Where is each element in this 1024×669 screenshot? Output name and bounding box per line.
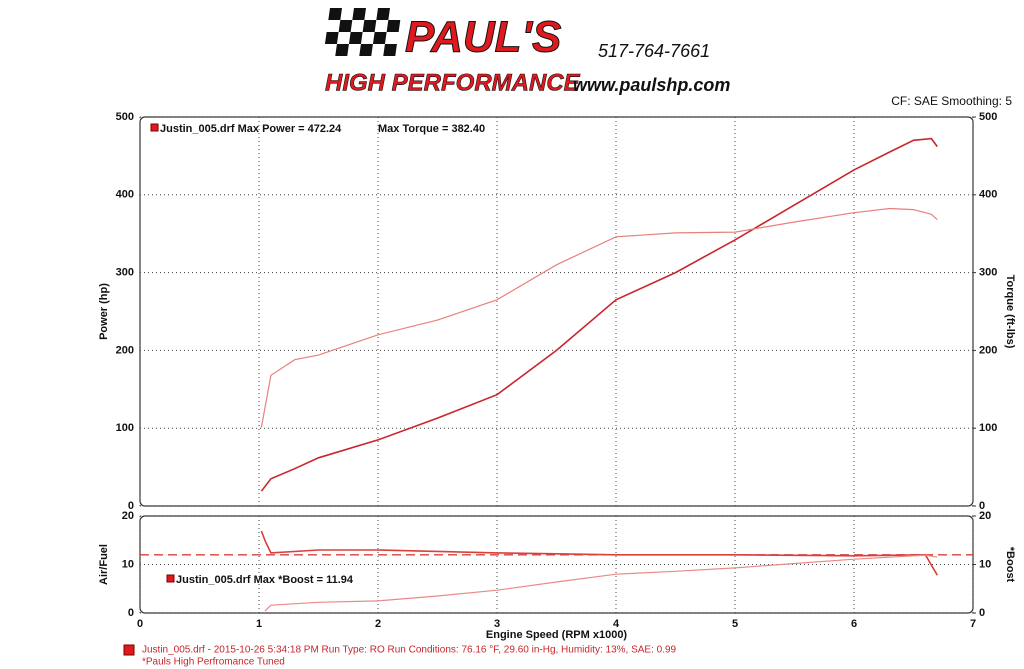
y2-tick-label: 200	[979, 344, 997, 356]
logo-flag	[324, 8, 401, 56]
y2-tick-label: 500	[979, 111, 997, 123]
x-tick-label: 5	[732, 618, 738, 630]
plot-frame	[139, 116, 974, 507]
phone: 517-764-7661	[598, 41, 710, 61]
settings: CF: SAE Smoothing: 5	[891, 94, 1012, 108]
series-line	[260, 137, 938, 492]
x-tick-label: 6	[851, 618, 857, 630]
y-tick-label: 20	[122, 510, 134, 522]
y2-tick-label: 100	[979, 422, 997, 434]
tagline: HIGH PERFORMANCE	[325, 69, 581, 96]
footer-icon	[123, 644, 135, 656]
brand: PAUL'S	[405, 13, 561, 62]
y2-axis-title: Torque (ft-lbs)	[1004, 275, 1016, 349]
x-tick-label: 7	[970, 618, 976, 630]
legend-icon	[166, 574, 175, 583]
y2-tick-label: 20	[979, 510, 991, 522]
series-line	[260, 207, 938, 428]
y2-tick-label: 10	[979, 558, 991, 570]
y2-tick-label: 400	[979, 189, 997, 201]
y-tick-label: 0	[128, 500, 134, 512]
y2-tick-label: 0	[979, 500, 985, 512]
y2-tick-label: 0	[979, 607, 985, 619]
x-tick-label: 4	[613, 618, 620, 630]
x-tick-label: 0	[137, 618, 143, 630]
annotation: Justin_005.drf Max Power = 472.24	[160, 123, 342, 135]
x-axis-title: Engine Speed (RPM x1000)	[486, 629, 628, 641]
annotation: Max Torque = 382.40	[378, 123, 485, 135]
website: www.paulshp.com	[573, 75, 730, 95]
y2-axis-title: *Boost	[1004, 547, 1016, 583]
x-tick-label: 2	[375, 618, 381, 630]
y-tick-label: 200	[116, 344, 134, 356]
y-tick-label: 10	[122, 558, 134, 570]
footer-note: *Pauls High Perfromance Tuned	[142, 657, 285, 668]
footer-run: Justin_005.drf - 2015-10-26 5:34:18 PM R…	[142, 645, 677, 656]
legend-icon	[150, 123, 159, 132]
y-axis-title: Power (hp)	[98, 283, 110, 340]
series-line	[264, 554, 938, 612]
x-tick-label: 1	[256, 618, 262, 630]
y-tick-label: 300	[116, 267, 134, 279]
y2-tick-label: 300	[979, 267, 997, 279]
y-tick-label: 400	[116, 189, 134, 201]
x-tick-label: 3	[494, 618, 500, 630]
series-line	[260, 530, 938, 576]
y-axis-title: Air/Fuel	[98, 544, 110, 585]
y-tick-label: 0	[128, 607, 134, 619]
annotation: Justin_005.drf Max *Boost = 11.94	[176, 574, 354, 586]
y-tick-label: 100	[116, 422, 134, 434]
y-tick-label: 500	[116, 111, 134, 123]
